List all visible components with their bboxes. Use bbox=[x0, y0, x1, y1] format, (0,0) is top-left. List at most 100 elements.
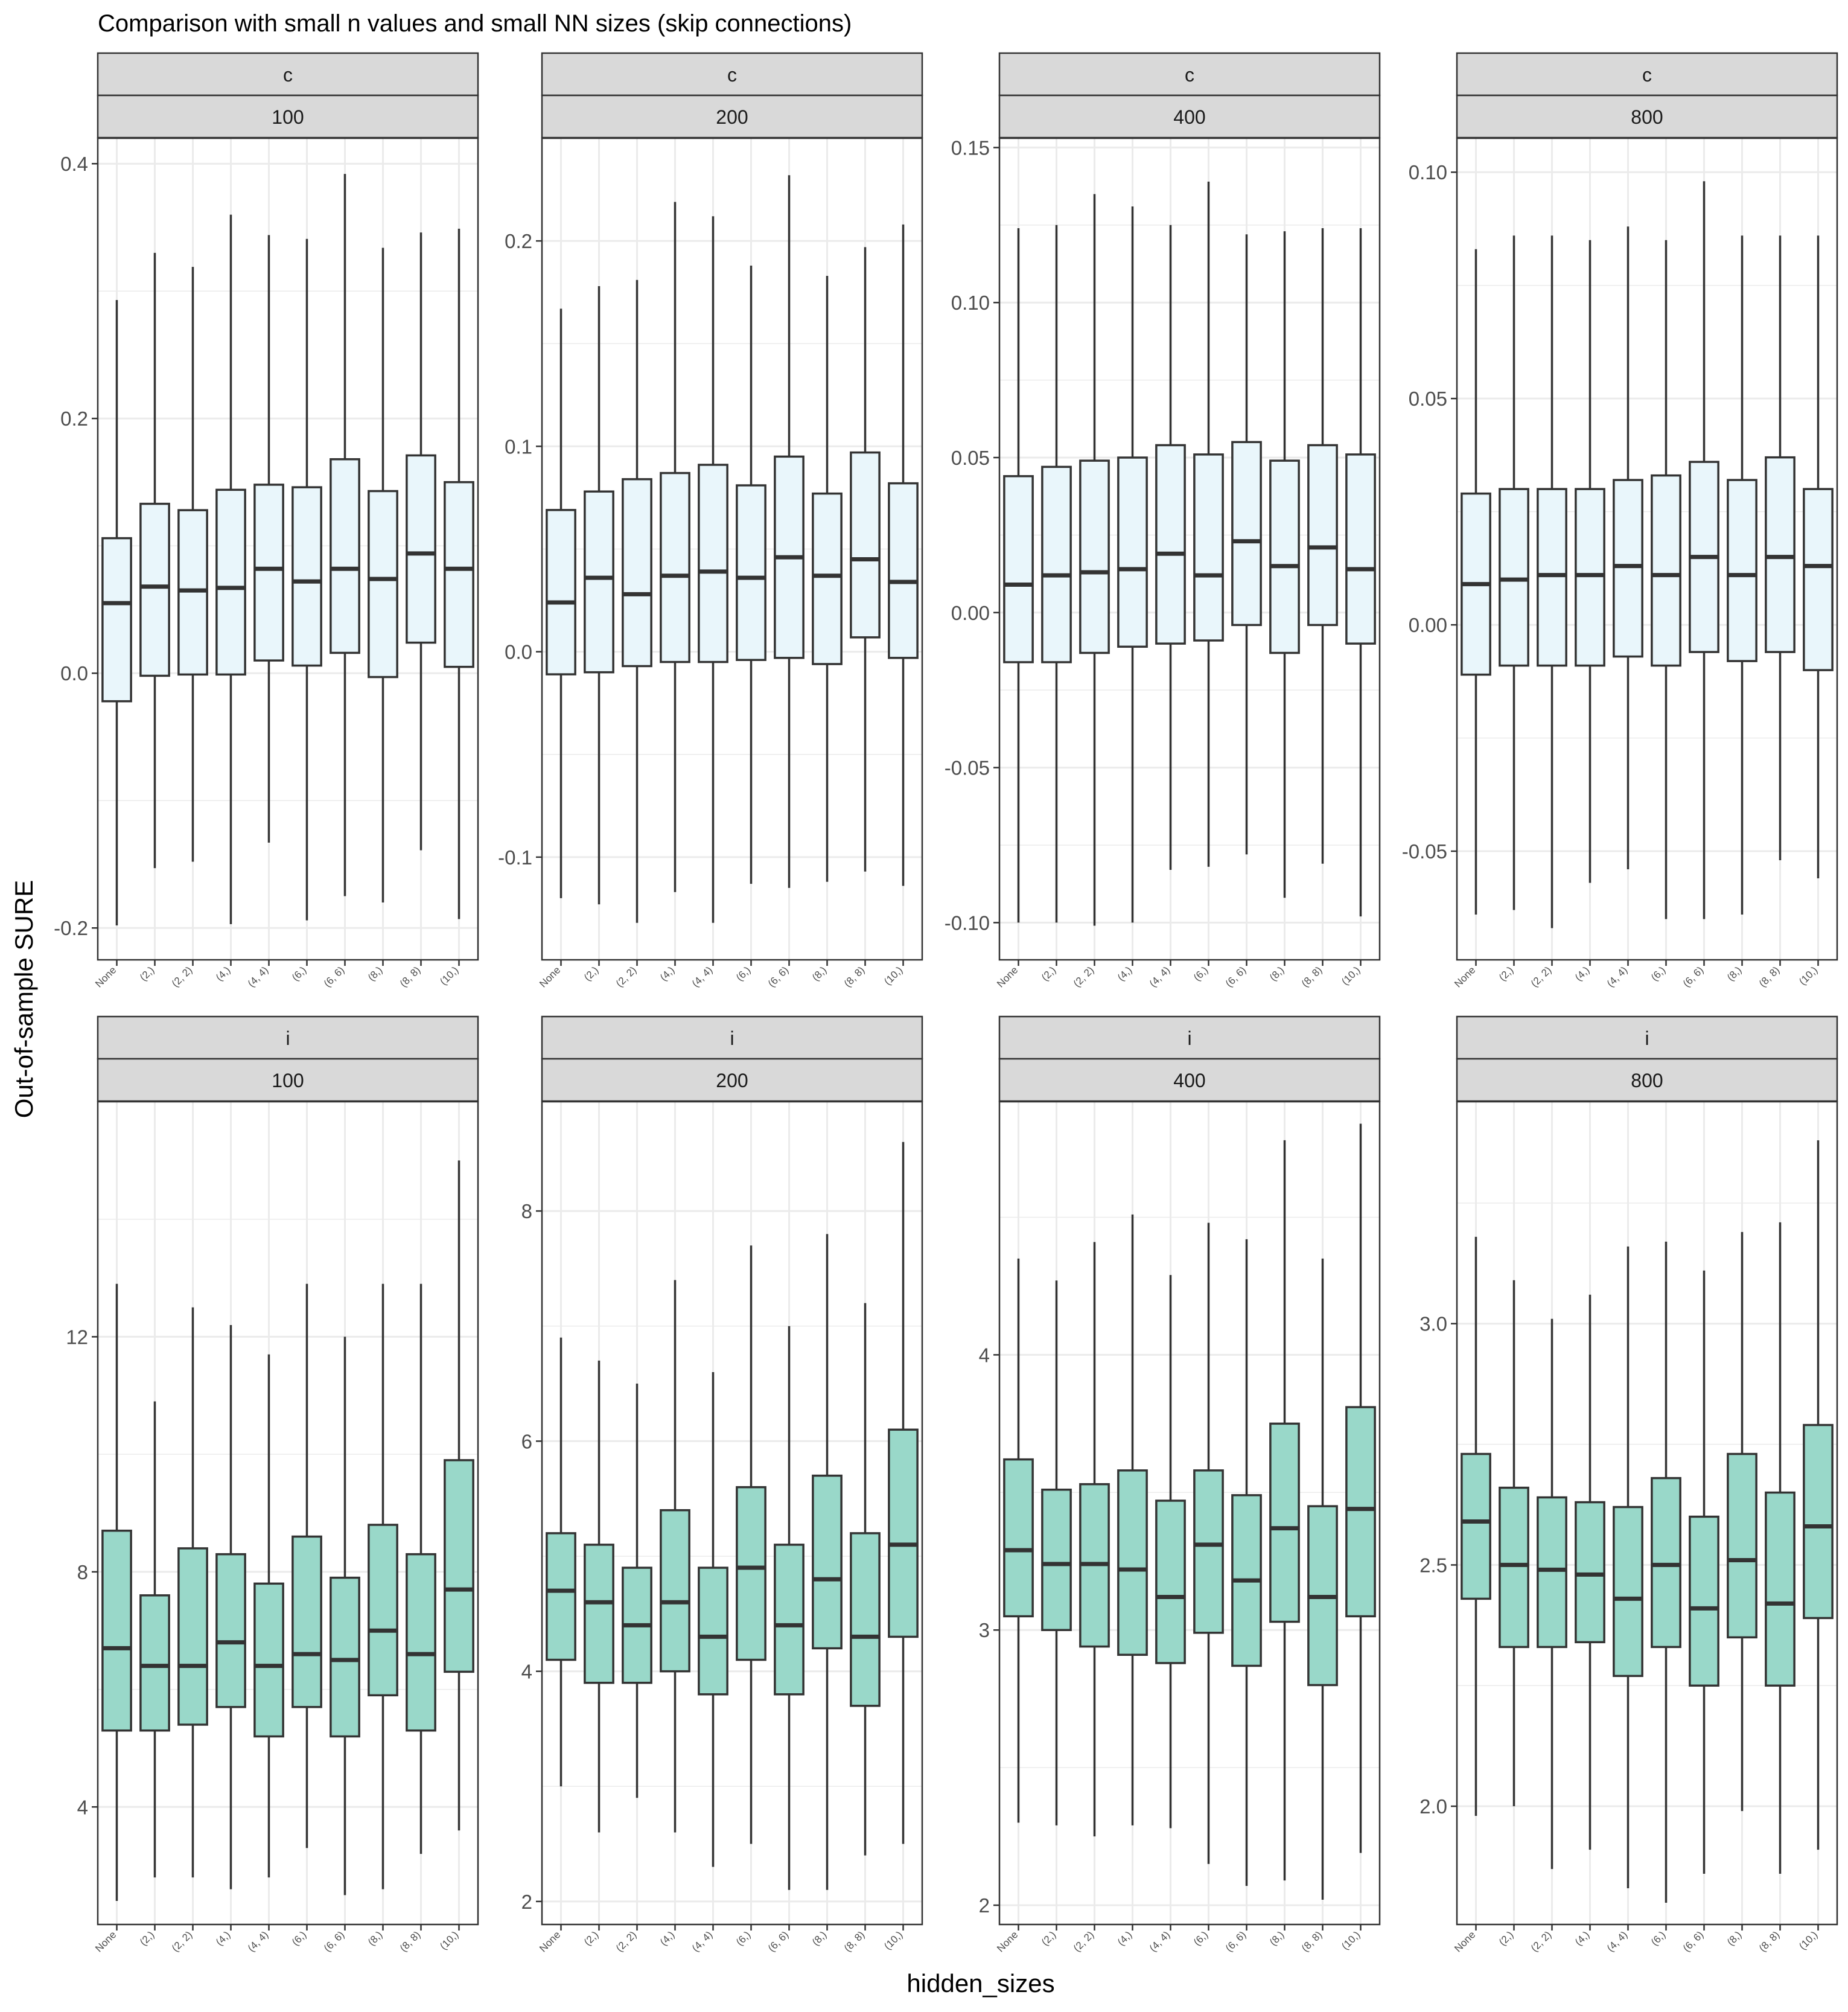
box-iqr bbox=[1345, 1406, 1376, 1618]
y-tick-label: 0.2 bbox=[60, 407, 88, 430]
box-iqr bbox=[139, 502, 170, 677]
panel-border bbox=[1456, 1100, 1838, 1926]
box-iqr bbox=[330, 458, 360, 654]
box-3 bbox=[1575, 240, 1605, 883]
box-8 bbox=[850, 247, 881, 872]
strip-col-label-box bbox=[998, 94, 1381, 139]
box-iqr bbox=[1765, 1491, 1795, 1687]
panel-border bbox=[541, 137, 923, 961]
box-5 bbox=[1651, 240, 1681, 919]
box-iqr bbox=[368, 490, 398, 679]
strip-col-label-box bbox=[97, 94, 479, 139]
y-tick-label: 0.0 bbox=[505, 641, 532, 663]
box-iqr bbox=[546, 1532, 576, 1661]
strip-row-label-box bbox=[541, 1015, 923, 1060]
strip-col-label: 100 bbox=[272, 106, 304, 128]
box-2 bbox=[1537, 1318, 1567, 1870]
box-iqr bbox=[1613, 1506, 1643, 1678]
box-4 bbox=[1155, 225, 1186, 870]
y-axis-label: Out-of-sample SURE bbox=[10, 880, 38, 1118]
box-iqr bbox=[1537, 488, 1567, 667]
panel-border bbox=[97, 1100, 479, 1926]
y-tick-label: 8 bbox=[77, 1561, 88, 1583]
box-5 bbox=[736, 265, 766, 884]
box-iqr bbox=[444, 481, 474, 668]
box-4 bbox=[1613, 226, 1643, 870]
box-2 bbox=[1079, 1242, 1110, 1837]
box-4 bbox=[253, 1354, 284, 1878]
box-iqr bbox=[139, 1594, 170, 1732]
box-iqr bbox=[1003, 475, 1034, 663]
box-0 bbox=[1003, 228, 1034, 923]
box-iqr bbox=[1269, 1422, 1300, 1623]
y-tick-label: 4 bbox=[521, 1661, 532, 1683]
box-2 bbox=[622, 279, 652, 923]
strip-col-label-box bbox=[97, 1058, 479, 1102]
box-8 bbox=[1307, 228, 1338, 864]
box-iqr bbox=[888, 482, 919, 659]
box-iqr bbox=[1499, 488, 1529, 667]
strip-row-label: c bbox=[727, 64, 737, 86]
box-6 bbox=[1689, 181, 1719, 919]
y-tick-label: 0.4 bbox=[60, 153, 88, 175]
strip-col-label: 100 bbox=[272, 1070, 304, 1091]
box-iqr bbox=[736, 484, 766, 661]
box-iqr bbox=[812, 492, 843, 665]
box-1 bbox=[584, 1360, 614, 1833]
box-7 bbox=[812, 275, 843, 882]
y-tick-label: 4 bbox=[979, 1344, 990, 1366]
box-iqr bbox=[1155, 444, 1186, 645]
box-iqr bbox=[736, 1486, 766, 1661]
strip-col-label-box bbox=[541, 1058, 923, 1102]
box-iqr bbox=[1003, 1458, 1034, 1618]
strip-row-label: i bbox=[730, 1027, 734, 1049]
box-6 bbox=[1231, 1239, 1262, 1886]
panel-background bbox=[98, 1102, 478, 1924]
box-2 bbox=[622, 1384, 652, 1798]
y-tick-label: 0.00 bbox=[1409, 614, 1447, 636]
panel-border bbox=[1456, 137, 1838, 961]
box-5 bbox=[736, 1245, 766, 1844]
box-4 bbox=[253, 235, 284, 843]
box-8 bbox=[850, 1303, 881, 1856]
strip-row-label: c bbox=[1185, 64, 1194, 86]
y-tick-label: 8 bbox=[521, 1200, 532, 1222]
box-iqr bbox=[1117, 456, 1148, 648]
strip-row-label-box bbox=[541, 52, 923, 97]
strip-row-label-box bbox=[97, 1015, 479, 1060]
y-tick-label: 2.0 bbox=[1419, 1795, 1447, 1818]
box-3 bbox=[1575, 1294, 1605, 1850]
box-iqr bbox=[1079, 459, 1110, 654]
box-6 bbox=[1689, 1270, 1719, 1874]
x-axis-label: hidden_sizes bbox=[906, 1969, 1054, 1998]
box-iqr bbox=[1537, 1496, 1567, 1649]
box-7 bbox=[812, 1234, 843, 1890]
box-iqr bbox=[1689, 1515, 1719, 1687]
box-1 bbox=[1041, 1280, 1072, 1825]
box-3 bbox=[215, 1324, 246, 1889]
chart-title: Comparison with small n values and small… bbox=[98, 10, 852, 37]
box-4 bbox=[698, 216, 728, 923]
box-iqr bbox=[1307, 444, 1338, 627]
box-iqr bbox=[444, 1459, 474, 1673]
strip-row-label-box bbox=[97, 52, 479, 97]
box-1 bbox=[1041, 225, 1072, 923]
box-3 bbox=[1117, 206, 1148, 923]
box-iqr bbox=[406, 1553, 436, 1732]
box-iqr bbox=[215, 1553, 246, 1708]
strip-row-label-box bbox=[1456, 1015, 1838, 1060]
box-1 bbox=[1499, 235, 1529, 910]
strip-row-label: c bbox=[1642, 64, 1652, 86]
box-2 bbox=[1079, 194, 1110, 926]
box-iqr bbox=[1575, 1501, 1605, 1644]
y-tick-label: -0.1 bbox=[498, 846, 532, 869]
box-0 bbox=[1003, 1258, 1034, 1823]
y-tick-label: 0.00 bbox=[951, 602, 990, 624]
box-iqr bbox=[215, 488, 246, 676]
box-7 bbox=[368, 248, 398, 903]
box-iqr bbox=[1613, 479, 1643, 658]
